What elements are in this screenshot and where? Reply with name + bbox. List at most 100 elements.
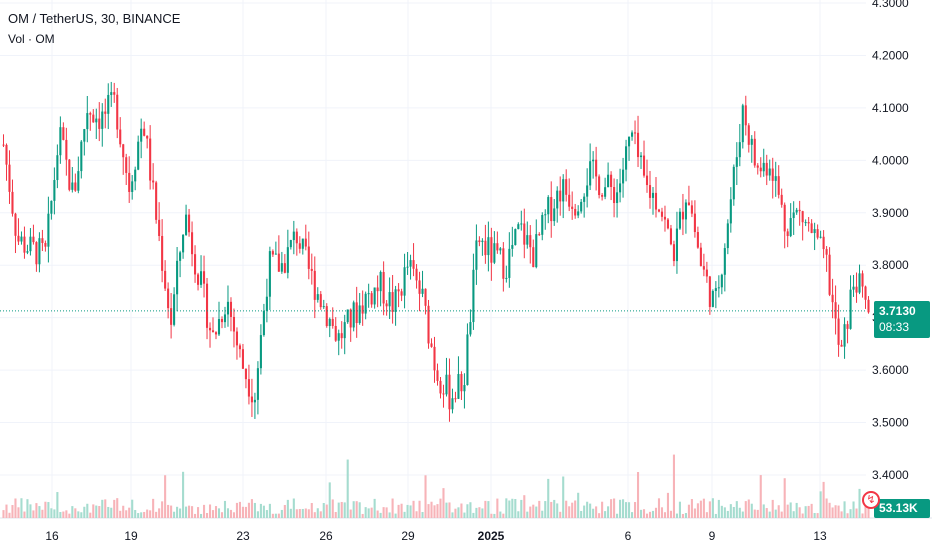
volume-bar <box>487 501 490 518</box>
volume-bar <box>496 498 499 518</box>
volume-bar <box>208 504 212 518</box>
candle-body <box>648 185 652 198</box>
candle-body <box>283 263 286 273</box>
volume-bar <box>226 508 230 518</box>
volume-bar <box>134 509 137 518</box>
volume-bar <box>319 511 322 518</box>
volume-bar <box>107 506 110 518</box>
candle-body <box>2 144 5 146</box>
volume-bar <box>122 505 125 518</box>
volume-bar <box>750 503 753 518</box>
candle-body <box>83 129 86 142</box>
candle-body <box>448 374 451 410</box>
last-price-tag: 3.7130 08:33 <box>874 301 930 338</box>
volume-bar <box>541 510 544 518</box>
candle-body <box>26 251 29 253</box>
candle-body <box>586 185 589 197</box>
volume-bar <box>753 509 756 518</box>
volume-bar <box>65 510 68 518</box>
candle-body <box>140 128 143 142</box>
candle-body <box>208 327 212 331</box>
candle-body <box>304 238 307 247</box>
volume-bar <box>631 512 634 518</box>
volume-label[interactable]: Vol · OM <box>8 32 55 46</box>
volume-bar <box>376 510 379 518</box>
volume-bar <box>595 506 598 518</box>
price-axis[interactable]: 3.40003.50003.60003.70003.80003.90004.00… <box>872 0 909 482</box>
y-tick-label: 4.2000 <box>872 48 909 62</box>
volume-bar <box>478 507 481 518</box>
candle-body <box>17 235 20 242</box>
candle-body <box>801 211 804 223</box>
volume-bar <box>229 509 233 518</box>
candle-body <box>708 276 711 307</box>
candle-body <box>412 260 415 269</box>
volume-bar <box>460 503 463 518</box>
candle-body <box>146 135 149 139</box>
volume-bar <box>840 511 843 518</box>
volume-bar <box>14 498 17 518</box>
volume-bar <box>693 508 696 518</box>
candle-body <box>699 247 702 267</box>
candle-body <box>523 223 526 245</box>
candle-body <box>223 314 227 323</box>
candle-body <box>89 113 92 115</box>
volume-bar <box>29 504 32 518</box>
volume-bar <box>702 498 705 518</box>
volume-bar <box>574 500 577 518</box>
volume-bar <box>116 498 119 518</box>
volume-bar <box>807 505 810 518</box>
candle-body <box>307 246 310 269</box>
volume-bar <box>511 498 514 518</box>
candle-body <box>391 292 394 312</box>
candle-body <box>457 374 460 399</box>
volume-bar <box>140 512 143 518</box>
candle-body <box>50 200 53 214</box>
x-tick-label: 23 <box>236 529 250 543</box>
candle-body <box>313 270 316 300</box>
volume-bar <box>604 511 607 518</box>
candle-body <box>654 192 658 210</box>
volume-bar <box>358 502 361 518</box>
candle-body <box>179 252 182 261</box>
candle-body <box>810 223 813 234</box>
candle-body <box>244 368 247 380</box>
volume-bar <box>211 510 215 518</box>
candle-body <box>397 289 400 292</box>
candle-body <box>520 223 523 225</box>
candle-body <box>726 223 729 249</box>
candle-body <box>170 308 173 325</box>
candle-body <box>211 330 215 333</box>
volume-bar <box>678 501 681 518</box>
time-axis[interactable]: 16 19 23 26 29 2025 6 9 13 <box>45 529 827 543</box>
volume-bar <box>89 512 92 518</box>
symbol-title[interactable]: OM / TetherUS, 30, BINANCE <box>8 11 181 26</box>
volume-bar <box>583 505 586 518</box>
volume-bar <box>771 499 774 518</box>
volume-bar <box>295 509 298 518</box>
volume-bar <box>355 501 358 518</box>
volume-bar <box>373 498 376 518</box>
volume-bar <box>424 475 427 518</box>
candle-body <box>23 236 26 253</box>
volume-bar <box>289 508 292 518</box>
candle-body <box>645 175 649 186</box>
volume-bar <box>95 505 98 518</box>
volume-bar <box>304 508 307 518</box>
alert-clock-icon[interactable]: ↯ <box>862 491 880 509</box>
volume-bar <box>113 499 116 518</box>
candle-body <box>143 128 146 136</box>
candle-body <box>119 129 122 145</box>
volume-bar <box>313 512 316 518</box>
candle-body <box>556 190 559 209</box>
volume-bar <box>475 507 478 518</box>
volume-bar <box>717 499 720 518</box>
volume-bar <box>92 504 95 518</box>
candle-body <box>478 240 481 243</box>
volume-bar <box>397 504 400 518</box>
volume-bar <box>711 498 714 518</box>
candle-body <box>238 345 241 350</box>
candle-body <box>553 208 556 222</box>
volume-bar <box>448 502 451 518</box>
